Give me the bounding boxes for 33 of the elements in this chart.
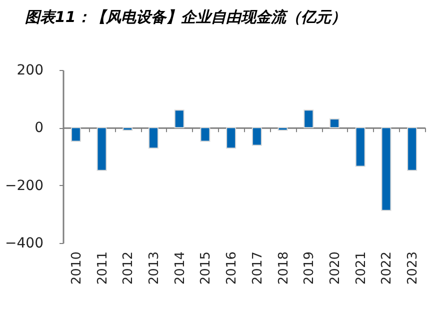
x-tick-label: 2021	[354, 252, 369, 285]
bar	[200, 127, 210, 142]
x-tick-label: 2013	[147, 252, 162, 285]
y-tick-label: 0	[34, 120, 44, 136]
x-tick-label: 2014	[172, 252, 188, 285]
y-tick-label: −400	[5, 236, 44, 252]
x-tick-label: 2017	[250, 252, 266, 285]
y-tick-label: −200	[5, 178, 44, 194]
x-tick-label: 2011	[95, 252, 110, 285]
bar	[70, 127, 81, 142]
x-tick-label: 2015	[198, 252, 214, 285]
x-tick-label: 2010	[69, 252, 84, 285]
x-tick-label: 2012	[121, 252, 136, 285]
x-tick-label: 2018	[276, 252, 292, 285]
bar	[330, 118, 340, 128]
bar	[122, 127, 133, 131]
chart-title: 图表11：【风电设备】企业自由现金流（亿元）	[25, 8, 346, 26]
x-tick-label: 2022	[380, 252, 395, 285]
bar	[96, 127, 107, 171]
bar	[174, 110, 184, 128]
bar	[252, 127, 262, 146]
y-tick-label: 200	[16, 62, 44, 78]
bar	[355, 127, 366, 167]
x-tick-label: 2023	[406, 252, 421, 285]
bar	[226, 127, 236, 149]
x-tick-label: 2020	[328, 252, 343, 285]
bar	[278, 127, 288, 131]
bar	[304, 110, 314, 128]
bar	[407, 127, 418, 171]
x-tick-label: 2016	[224, 252, 240, 285]
bar	[381, 127, 392, 211]
bar	[148, 127, 158, 149]
x-tick-label: 2019	[302, 252, 318, 285]
